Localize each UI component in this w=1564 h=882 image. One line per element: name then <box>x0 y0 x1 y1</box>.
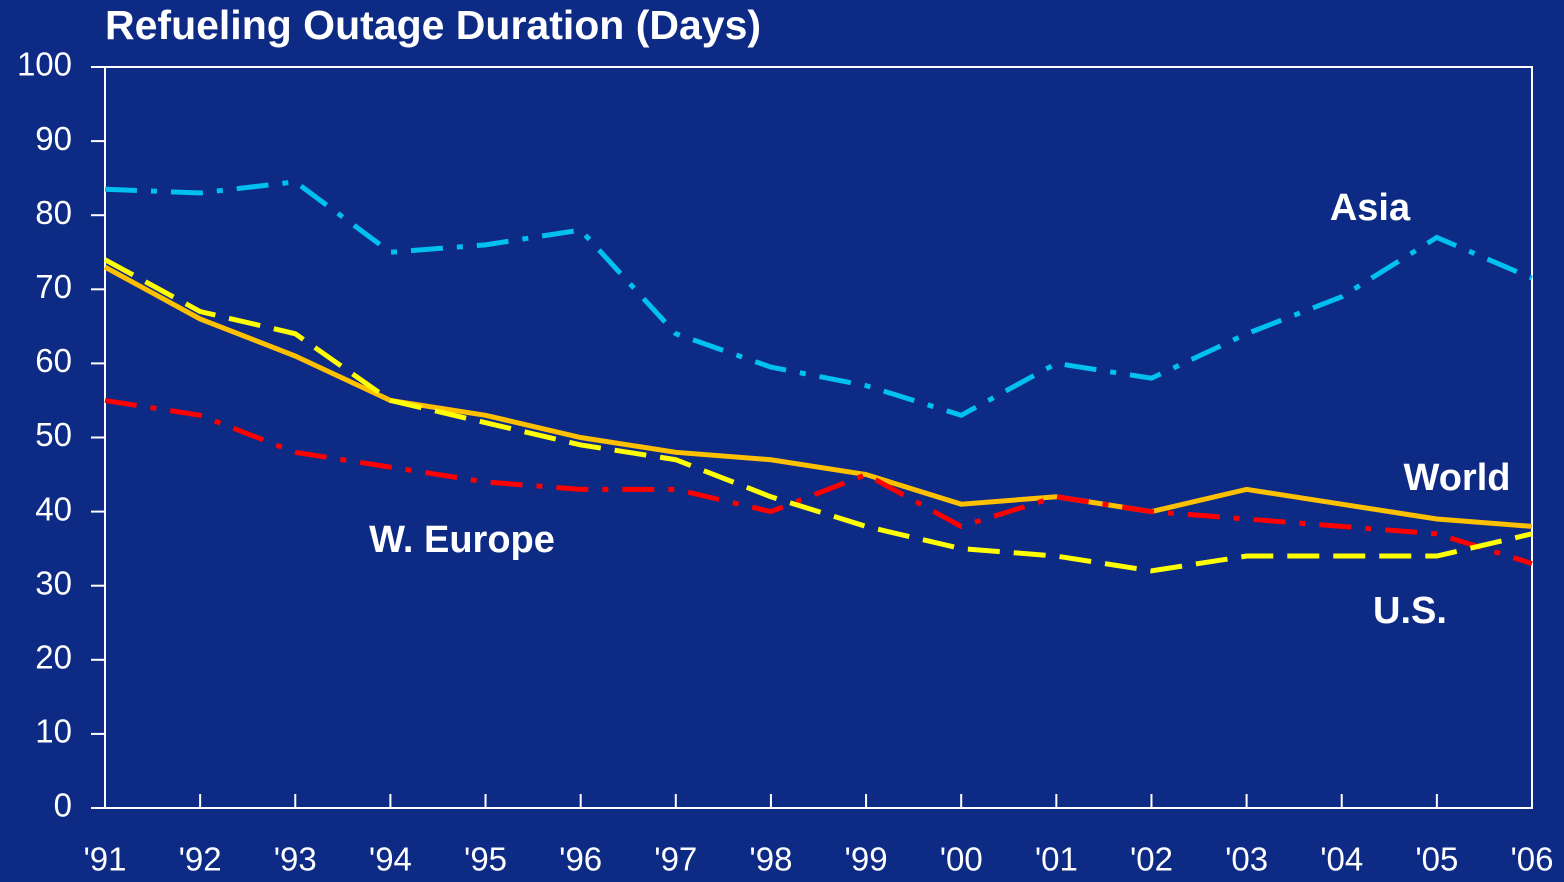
x-tick-label: '98 <box>749 841 792 878</box>
series-line <box>103 264 1533 529</box>
x-tick-label: '06 <box>1510 841 1553 878</box>
x-tick-label: '99 <box>845 841 888 878</box>
x-tick-label: '03 <box>1225 841 1268 878</box>
y-tick-label: 20 <box>35 639 72 676</box>
y-tick-label: 10 <box>35 713 72 750</box>
y-tick-label: 40 <box>35 490 72 527</box>
series-label: W. Europe <box>369 519 555 561</box>
y-tick-label: 70 <box>35 268 72 305</box>
y-tick-label: 90 <box>35 120 72 157</box>
x-tick-label: '92 <box>179 841 222 878</box>
chart-title: Refueling Outage Duration (Days) <box>105 2 761 48</box>
series-label: Asia <box>1330 187 1411 229</box>
x-tick-label: '94 <box>369 841 412 878</box>
x-tick-label: '04 <box>1320 841 1363 878</box>
series-label: U.S. <box>1373 590 1447 632</box>
x-tick-label: '01 <box>1035 841 1078 878</box>
x-tick-label: '00 <box>940 841 983 878</box>
series-line <box>104 397 1533 566</box>
y-tick-label: 80 <box>35 194 72 231</box>
y-tick-label: 50 <box>35 416 72 453</box>
y-tick-label: 100 <box>17 46 72 83</box>
series-label: World <box>1404 457 1511 499</box>
x-tick-label: '02 <box>1130 841 1173 878</box>
x-tick-label: '97 <box>654 841 697 878</box>
y-tick-label: 30 <box>35 564 72 601</box>
x-tick-label: '95 <box>464 841 507 878</box>
x-tick-label: '05 <box>1415 841 1458 878</box>
y-tick-label: 60 <box>35 342 72 379</box>
x-tick-label: '91 <box>83 841 126 878</box>
x-tick-label: '93 <box>274 841 317 878</box>
y-tick-label: 0 <box>54 787 72 824</box>
x-tick-label: '96 <box>559 841 602 878</box>
series-line <box>103 257 1533 574</box>
